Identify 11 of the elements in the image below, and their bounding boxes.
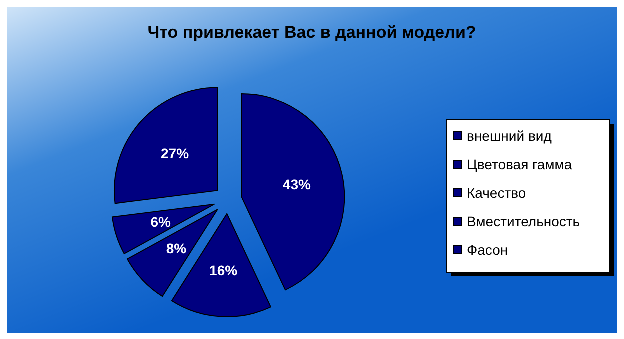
data-label: 16%	[210, 262, 238, 279]
data-label: 8%	[166, 240, 188, 256]
legend-label: Цветовая гамма	[467, 156, 572, 172]
legend-label: Качество	[467, 185, 526, 201]
legend-label: Фасон	[467, 242, 508, 258]
data-label: 6%	[150, 214, 172, 230]
data-label: 43%	[282, 176, 312, 193]
data-label: 27%	[160, 145, 190, 162]
legend-label: внешний вид	[467, 128, 552, 144]
legend-label: Вместительность	[467, 214, 580, 230]
chart-title: Что привлекает Вас в данной модели?	[148, 23, 476, 42]
